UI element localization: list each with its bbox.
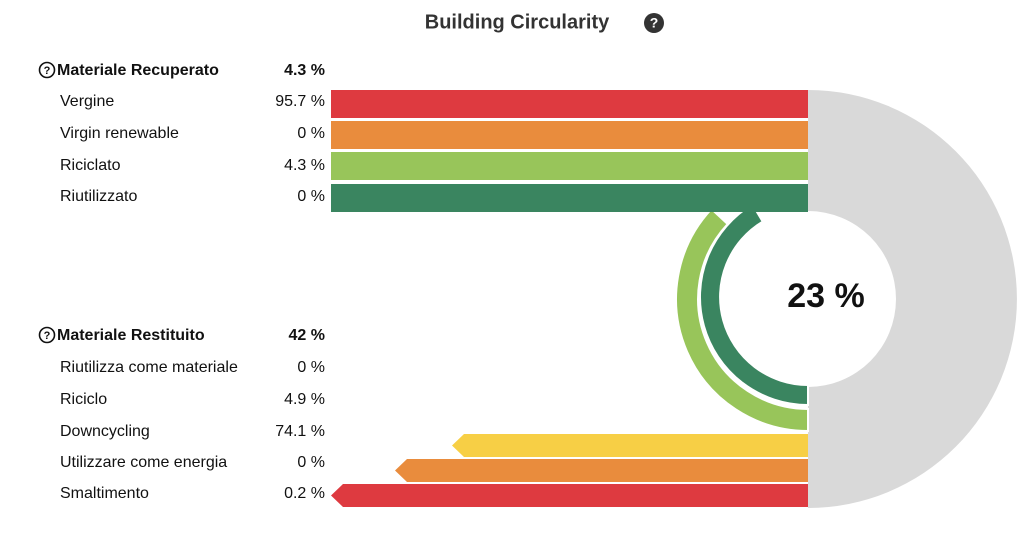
section-label: Materiale Recuperato <box>57 62 219 79</box>
row-label: Riciclato <box>60 157 121 174</box>
circularity-ring <box>808 90 1017 508</box>
row-value: 0 % <box>297 125 325 142</box>
help-icon[interactable]: ? <box>38 61 56 79</box>
bar-virgin-renewable <box>331 121 808 149</box>
row-label: Riutilizzato <box>60 188 137 205</box>
row-value: 0 % <box>297 188 325 205</box>
help-icon[interactable]: ? <box>38 326 56 344</box>
bar-reused <box>331 184 808 212</box>
row-label: Virgin renewable <box>60 125 179 142</box>
row-label: Riciclo <box>60 391 107 408</box>
svg-text:?: ? <box>44 330 51 342</box>
row-value: 4.9 % <box>284 391 325 408</box>
bar-virgin <box>331 90 808 118</box>
row-label: Vergine <box>60 93 114 110</box>
row-value: 95.7 % <box>275 93 325 110</box>
arrow-energy <box>395 459 808 482</box>
bar-recycled <box>331 152 808 180</box>
row-label: Riutilizza come materiale <box>60 359 238 376</box>
row-value: 4.3 % <box>284 157 325 174</box>
help-icon[interactable]: ? <box>644 13 664 33</box>
section-value: 4.3 % <box>284 62 325 79</box>
svg-text:?: ? <box>44 65 51 77</box>
arrow-disposal <box>331 484 808 507</box>
row-value: 0 % <box>297 454 325 471</box>
row-label: Smaltimento <box>60 485 149 502</box>
row-label: Downcycling <box>60 423 150 440</box>
row-label: Utilizzare come energia <box>60 454 227 471</box>
svg-text:?: ? <box>650 15 659 31</box>
center-value: 23 % <box>787 277 865 315</box>
section-label: Materiale Restituito <box>57 327 205 344</box>
title: Building Circularity <box>425 11 610 33</box>
section-value: 42 % <box>289 327 325 344</box>
row-value: 0 % <box>297 359 325 376</box>
arrow-downcycling <box>452 434 808 457</box>
row-value: 74.1 % <box>275 423 325 440</box>
row-value: 0.2 % <box>284 485 325 502</box>
